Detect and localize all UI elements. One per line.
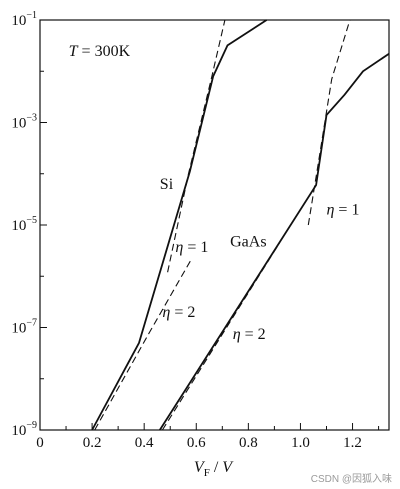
annotation-2: η = 1	[175, 239, 208, 256]
y-tick-label: 10−7	[11, 318, 37, 337]
annotation-6: η = 2	[233, 326, 266, 343]
watermark: CSDN @因狐入味	[310, 474, 392, 485]
y-tick-label: 10−5	[11, 215, 37, 234]
si-curve	[91, 19, 268, 431]
x-axis-label: VF / V	[194, 459, 234, 479]
gaas-curve	[159, 52, 390, 431]
ideality-asymptote-5	[161, 242, 281, 431]
x-tick-label: 1.0	[291, 435, 310, 451]
annotation-0: T = 300K	[69, 43, 131, 60]
plot-frame	[39, 19, 390, 431]
ideality-asymptote-1	[167, 19, 226, 273]
y-tick-label: 10−3	[11, 113, 37, 132]
ideality-asymptote-2	[94, 259, 192, 431]
x-tick-label: 0.6	[187, 435, 206, 451]
x-tick-label: 0.8	[239, 435, 258, 451]
x-tick-label: 0	[36, 435, 44, 451]
x-tick-label: 1.2	[343, 435, 362, 451]
ideality-asymptote-4	[307, 19, 351, 226]
annotation-1: Si	[160, 176, 174, 193]
annotation-4: GaAs	[230, 234, 266, 251]
y-tick-label: 10−1	[11, 10, 37, 29]
annotation-3: η = 2	[162, 304, 195, 321]
annotation-5: η = 1	[326, 202, 359, 219]
x-tick-label: 0.4	[135, 435, 154, 451]
x-tick-label: 0.2	[83, 435, 102, 451]
y-tick-label: 10−9	[11, 420, 37, 439]
